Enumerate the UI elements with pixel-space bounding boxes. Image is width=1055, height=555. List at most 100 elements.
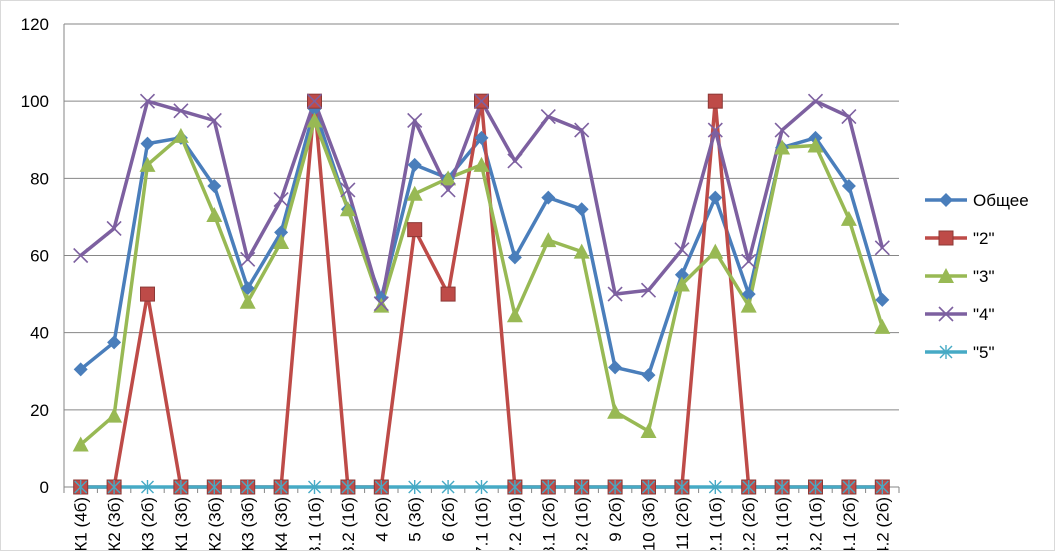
data-point-star — [475, 480, 488, 494]
data-point-diamond — [875, 292, 890, 307]
data-point-x — [507, 153, 523, 169]
data-point-star — [174, 480, 188, 494]
data-point-diamond — [641, 368, 656, 383]
legend: Общее "2" "3" "4" "5" — [925, 191, 1029, 362]
data-point-x — [707, 122, 723, 138]
data-point-diamond — [140, 136, 155, 151]
x-tick-label: 11 (2б) — [673, 497, 692, 550]
axes: 0 20 40 60 80 100 120 — [21, 15, 900, 497]
data-point-x — [407, 112, 423, 129]
legend-entry: "4" — [925, 305, 995, 324]
data-point-star — [875, 480, 889, 494]
data-point-star — [308, 480, 321, 494]
data-point-triangle — [506, 307, 523, 323]
x-tick-label: 2К4 (3б) — [272, 497, 291, 550]
data-point-diamond — [507, 250, 522, 265]
data-point-diamond — [608, 360, 623, 375]
data-point-diamond — [674, 267, 689, 282]
data-point-x — [106, 220, 122, 237]
data-point-star — [708, 480, 722, 494]
x-tick-label: 3.2 (1б) — [339, 497, 358, 550]
data-point-star — [408, 480, 422, 494]
data-point-triangle — [540, 232, 557, 248]
data-point-star — [508, 480, 522, 494]
y-tick-label: 60 — [30, 247, 49, 266]
data-point-x — [73, 247, 89, 264]
data-point-x — [674, 242, 690, 258]
data-point-star — [74, 480, 88, 494]
x-tick-label: 12.1 (1б) — [706, 497, 725, 550]
data-point-star — [608, 480, 622, 494]
data-point-triangle — [206, 206, 223, 222]
data-point-star — [809, 480, 822, 494]
data-point-triangle — [306, 112, 323, 128]
data-point-triangle — [707, 243, 724, 259]
legend-label: "2" — [973, 229, 995, 248]
x-tick-label: 3.1 (1б) — [306, 497, 325, 550]
data-point-star — [274, 480, 288, 494]
data-point-triangle — [740, 297, 757, 313]
data-point-star — [207, 480, 221, 494]
data-point-diamond — [474, 130, 489, 145]
legend-label: "3" — [973, 267, 995, 286]
data-point-triangle — [573, 243, 590, 259]
data-point-square — [707, 93, 723, 109]
x-tick-label: 2К1 (3б) — [172, 497, 191, 550]
data-point-star — [675, 480, 689, 494]
y-tick-label: 40 — [30, 324, 49, 343]
data-point-x — [874, 240, 890, 256]
data-point-x — [273, 191, 289, 208]
x-tick-label: 14.1 (2б) — [840, 497, 859, 550]
data-point-x — [473, 93, 490, 109]
data-point-star — [939, 345, 953, 359]
data-point-x — [574, 122, 590, 138]
data-point-diamond — [708, 190, 723, 205]
legend-label: "5" — [973, 343, 995, 362]
x-tick-label: 6 (2б) — [439, 497, 458, 542]
data-point-triangle — [440, 170, 457, 186]
data-point-star — [441, 480, 455, 494]
data-point-triangle — [938, 268, 954, 283]
data-point-x — [173, 103, 189, 119]
data-point-x — [440, 182, 456, 198]
data-point-x — [938, 306, 954, 322]
data-point-x — [841, 109, 857, 125]
x-tick-label: 1К1 (4б) — [72, 497, 91, 550]
data-point-triangle — [106, 407, 123, 423]
x-tick-label: 14.2 (2б) — [873, 497, 892, 550]
data-point-x — [306, 93, 323, 109]
legend-entry: "5" — [925, 343, 995, 362]
gridlines — [64, 23, 899, 488]
x-tick-label: 8.2 (1б) — [573, 497, 592, 550]
x-tick-label: 13.1 (1б) — [773, 497, 792, 550]
x-tick-label: 8.1 (2б) — [539, 497, 558, 550]
data-point-triangle — [874, 318, 891, 334]
data-point-star — [141, 480, 154, 494]
data-point-triangle — [339, 201, 356, 217]
data-point-x — [774, 122, 790, 138]
data-point-square — [140, 286, 155, 302]
data-point-x — [640, 282, 657, 298]
data-point-square — [440, 286, 456, 302]
legend-label: "4" — [973, 305, 995, 324]
legend-label: Общее — [973, 191, 1029, 210]
x-tick-label: 5 (3б) — [406, 497, 425, 542]
data-point-star — [742, 480, 756, 494]
data-point-star — [541, 480, 555, 494]
x-tick-label: 2К2 (3б) — [205, 497, 224, 550]
data-point-x — [340, 182, 356, 198]
data-point-x — [139, 93, 156, 109]
y-tick-label: 120 — [21, 15, 49, 34]
data-point-x — [607, 286, 623, 302]
data-point-x — [741, 253, 757, 269]
data-point-diamond — [574, 202, 589, 217]
data-point-x — [540, 109, 556, 125]
data-point-star — [642, 480, 655, 494]
data-point-triangle — [673, 276, 690, 292]
data-point-triangle — [139, 156, 156, 172]
data-point-diamond — [407, 157, 422, 172]
data-point-triangle — [172, 127, 189, 143]
data-point-square — [407, 222, 423, 238]
data-point-square — [938, 230, 954, 246]
